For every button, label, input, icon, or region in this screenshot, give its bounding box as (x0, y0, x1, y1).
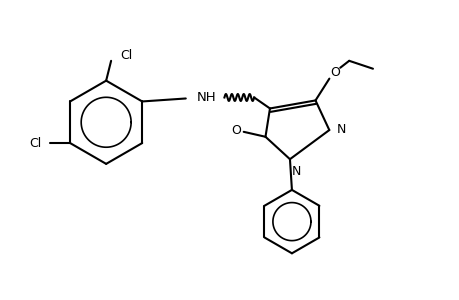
Text: N: N (336, 123, 345, 136)
Text: Cl: Cl (29, 136, 41, 150)
Text: N: N (291, 165, 301, 178)
Text: NH: NH (196, 91, 216, 104)
Text: O: O (230, 124, 240, 137)
Text: O: O (330, 66, 340, 79)
Text: Cl: Cl (120, 50, 132, 62)
